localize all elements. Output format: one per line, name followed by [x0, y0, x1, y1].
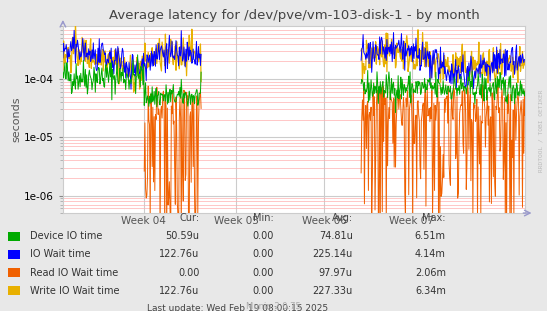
Text: 0.00: 0.00 [252, 285, 274, 295]
Text: 225.14u: 225.14u [312, 249, 353, 259]
Text: Write IO Wait time: Write IO Wait time [30, 285, 120, 295]
Text: Munin 2.0.75: Munin 2.0.75 [246, 301, 301, 310]
Title: Average latency for /dev/pve/vm-103-disk-1 - by month: Average latency for /dev/pve/vm-103-disk… [109, 10, 479, 22]
Text: Read IO Wait time: Read IO Wait time [30, 267, 118, 277]
Text: 2.06m: 2.06m [415, 267, 446, 277]
Text: Avg:: Avg: [331, 213, 353, 223]
Text: 6.51m: 6.51m [415, 231, 446, 241]
Text: 0.00: 0.00 [178, 267, 200, 277]
Text: 74.81u: 74.81u [319, 231, 353, 241]
Text: IO Wait time: IO Wait time [30, 249, 91, 259]
Text: RRDTOOL / TOBI OETIKER: RRDTOOL / TOBI OETIKER [538, 89, 543, 172]
Text: Max:: Max: [422, 213, 446, 223]
Text: 227.33u: 227.33u [312, 285, 353, 295]
Text: 50.59u: 50.59u [166, 231, 200, 241]
Text: 0.00: 0.00 [252, 249, 274, 259]
Text: 0.00: 0.00 [252, 231, 274, 241]
Text: Min:: Min: [253, 213, 274, 223]
Text: 122.76u: 122.76u [159, 249, 200, 259]
Text: 4.14m: 4.14m [415, 249, 446, 259]
Text: 0.00: 0.00 [252, 267, 274, 277]
Text: Device IO time: Device IO time [30, 231, 102, 241]
Text: 6.34m: 6.34m [415, 285, 446, 295]
Text: 97.97u: 97.97u [319, 267, 353, 277]
Y-axis label: seconds: seconds [11, 97, 21, 142]
Text: Cur:: Cur: [179, 213, 200, 223]
Text: 122.76u: 122.76u [159, 285, 200, 295]
Text: Last update: Wed Feb 19 08:00:15 2025: Last update: Wed Feb 19 08:00:15 2025 [147, 304, 328, 311]
